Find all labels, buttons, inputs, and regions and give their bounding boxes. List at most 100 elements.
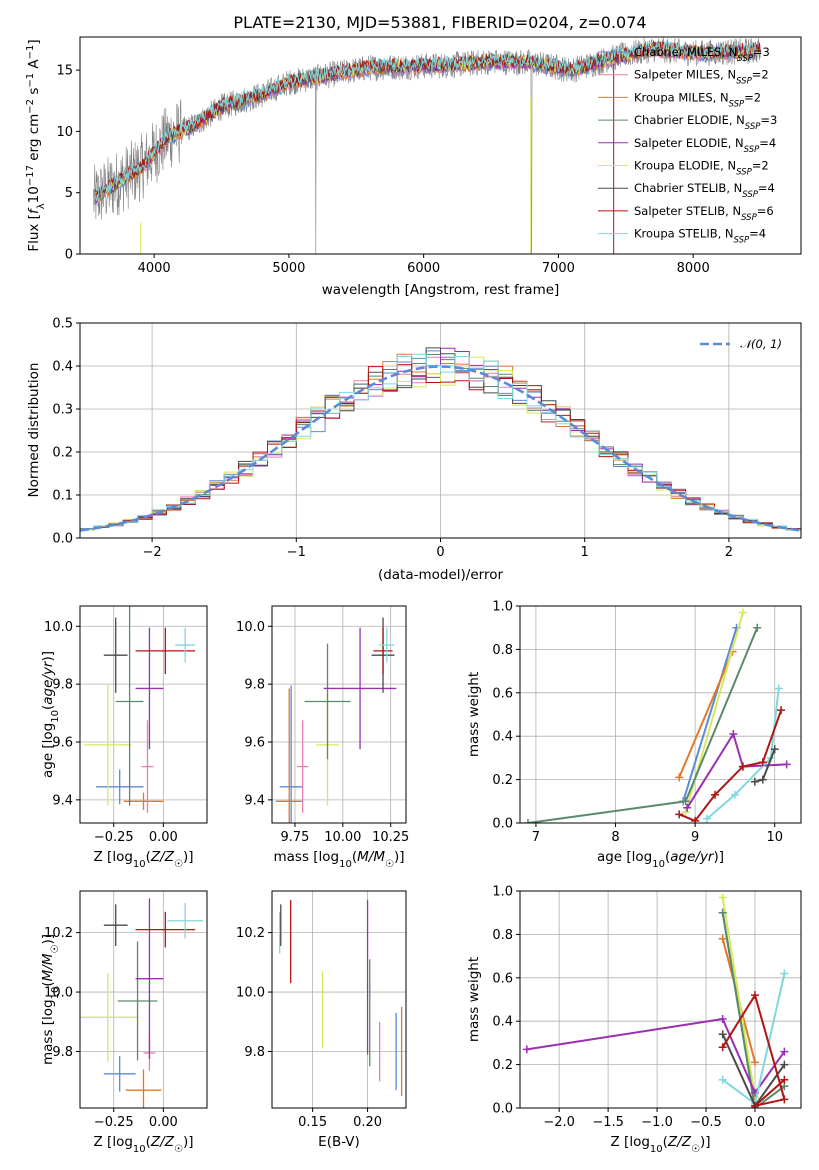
- axes-weight_vs_age: 7 8 9 10 0.0 0.2 0.4 0.6 0.8 1.0 age [log10(age/yr…: [466, 600, 802, 870]
- y-tick-label: 10.2: [44, 926, 73, 941]
- error-bar-point: [135, 911, 196, 948]
- x-axis-label: age [log10(age/yr)]: [597, 849, 724, 870]
- y-tick-label: 0.2: [492, 773, 513, 788]
- weight-line: [682, 627, 738, 802]
- plus-marker: [718, 1015, 727, 1024]
- x-tick-label: 0.15: [298, 1115, 327, 1130]
- x-axis-label: wavelength [Angstrom, rest frame]: [322, 282, 560, 298]
- model-spectrum-line: [94, 40, 761, 202]
- histogram-step-line: [80, 364, 801, 530]
- x-tick-label: −1: [287, 545, 306, 560]
- error-bar-point: [323, 627, 397, 750]
- plus-marker: [675, 810, 684, 819]
- plot-area-residuals: [80, 347, 801, 532]
- y-tick-label: 9.8: [244, 1045, 265, 1060]
- y-tick-label: 5: [65, 186, 73, 201]
- axes-spectrum: 4000 5000 6000 7000 8000 0 5 10 15 Chabrier MILES…: [25, 36, 802, 298]
- y-tick-label: 0.2: [52, 446, 73, 461]
- y-tick-label: 9.6: [244, 735, 265, 750]
- histogram-step-line: [80, 353, 801, 531]
- y-tick-label: 10.0: [236, 620, 265, 635]
- x-tick-label: 9: [691, 830, 699, 845]
- plus-marker: [718, 893, 727, 902]
- legend-entry: Chabrier STELIB, NSSP=4: [634, 181, 775, 200]
- plus-marker: [758, 775, 767, 784]
- y-tick-label: 0.2: [492, 1058, 513, 1073]
- y-tick-label: 0.0: [492, 817, 513, 832]
- plus-marker: [681, 808, 690, 817]
- y-axis-label: mass weight: [466, 957, 482, 1042]
- error-bar-point: [125, 1069, 162, 1108]
- y-tick-label: 0.6: [492, 971, 513, 986]
- y-tick-label: 9.8: [244, 678, 265, 693]
- plus-marker: [523, 819, 532, 823]
- axes-frame: [519, 605, 802, 824]
- y-axis-label: Flux [fλ10−17 erg cm−2 s−1 A−1]: [25, 39, 47, 251]
- plot-area-spectrum: [93, 37, 761, 254]
- x-tick-label: −0.5: [690, 1115, 722, 1130]
- error-bar-point: [175, 627, 196, 663]
- histogram-step-line: [80, 356, 801, 531]
- error-bar-point: [135, 627, 196, 674]
- x-axis-label: (data-model)/error: [378, 567, 504, 583]
- error-bar-point: [141, 720, 154, 813]
- error-bar-point: [103, 904, 128, 946]
- axes-age_vs_Z: −0.25 0.00 9.4 9.6 9.8 10.0 Z [log10(Z/Z☉)] age…: [40, 605, 208, 870]
- error-bar-point: [167, 902, 204, 939]
- figure-title: PLATE=2130, MJD=53881, FIBERID=0204, z=0…: [233, 13, 646, 32]
- plus-marker: [780, 1060, 789, 1069]
- error-bar-point: [296, 720, 309, 813]
- error-bar-point: [123, 792, 164, 810]
- x-tick-label: 0.0: [745, 1115, 766, 1130]
- plus-marker: [780, 1047, 789, 1056]
- legend-entry: Chabrier MILES, NSSP=3: [634, 45, 770, 64]
- error-bar-point: [80, 972, 138, 1062]
- error-bar-point: [115, 606, 144, 806]
- y-tick-label: 10: [56, 125, 73, 140]
- error-bar-point: [83, 684, 132, 806]
- error-bar-point: [103, 1055, 136, 1092]
- plus-marker: [738, 762, 747, 771]
- x-tick-label: 0.00: [149, 1115, 178, 1130]
- y-axis-label: mass [log10(M/M☉)]: [40, 934, 61, 1065]
- y-tick-label: 0.1: [52, 489, 73, 504]
- y-tick-label: 0.0: [492, 1102, 513, 1117]
- y-tick-label: 0.0: [52, 532, 73, 547]
- x-tick-label: 4000: [138, 261, 171, 276]
- plus-marker: [683, 803, 692, 812]
- error-bar-point: [117, 941, 158, 1061]
- plot-area-age_vs_mass: [275, 617, 397, 823]
- weight-line: [721, 897, 756, 1098]
- weight-line: [678, 709, 783, 823]
- y-axis-label: Normed distribution: [26, 363, 42, 498]
- x-tick-label: 7: [532, 830, 540, 845]
- model-spectrum-line: [94, 39, 761, 201]
- x-tick-label: 8: [611, 830, 619, 845]
- plus-marker: [750, 991, 759, 1000]
- plus-marker: [718, 1075, 727, 1084]
- error-bar-point: [373, 627, 393, 674]
- y-tick-label: 15: [56, 64, 73, 79]
- plus-marker: [770, 745, 779, 754]
- plot-area-weight_vs_age: [523, 608, 791, 823]
- plus-marker: [750, 1101, 759, 1108]
- x-tick-label: −1.5: [592, 1115, 624, 1130]
- histogram-step-line: [80, 347, 801, 530]
- y-tick-label: 10.0: [44, 620, 73, 635]
- x-tick-label: 0.00: [149, 830, 178, 845]
- legend-entry: Kroupa ELODIE, NSSP=2: [634, 159, 769, 178]
- plot-area-mass_vs_ebv: [279, 899, 403, 1097]
- axes-mass_vs_ebv: 0.15 0.20 9.8 10.0 10.2 E(B-V): [236, 890, 407, 1150]
- y-tick-label: 9.8: [52, 1045, 73, 1060]
- plus-marker: [703, 814, 712, 823]
- x-tick-label: 2: [725, 545, 733, 560]
- plus-marker: [753, 623, 762, 632]
- x-tick-label: 0.20: [353, 1115, 382, 1130]
- legend-entry: Salpeter STELIB, NSSP=6: [634, 204, 774, 223]
- plus-marker: [729, 730, 738, 739]
- x-tick-label: 8000: [677, 261, 710, 276]
- plus-marker: [681, 797, 690, 806]
- axes-frame: [271, 605, 407, 824]
- y-axis-label: mass weight: [466, 672, 482, 757]
